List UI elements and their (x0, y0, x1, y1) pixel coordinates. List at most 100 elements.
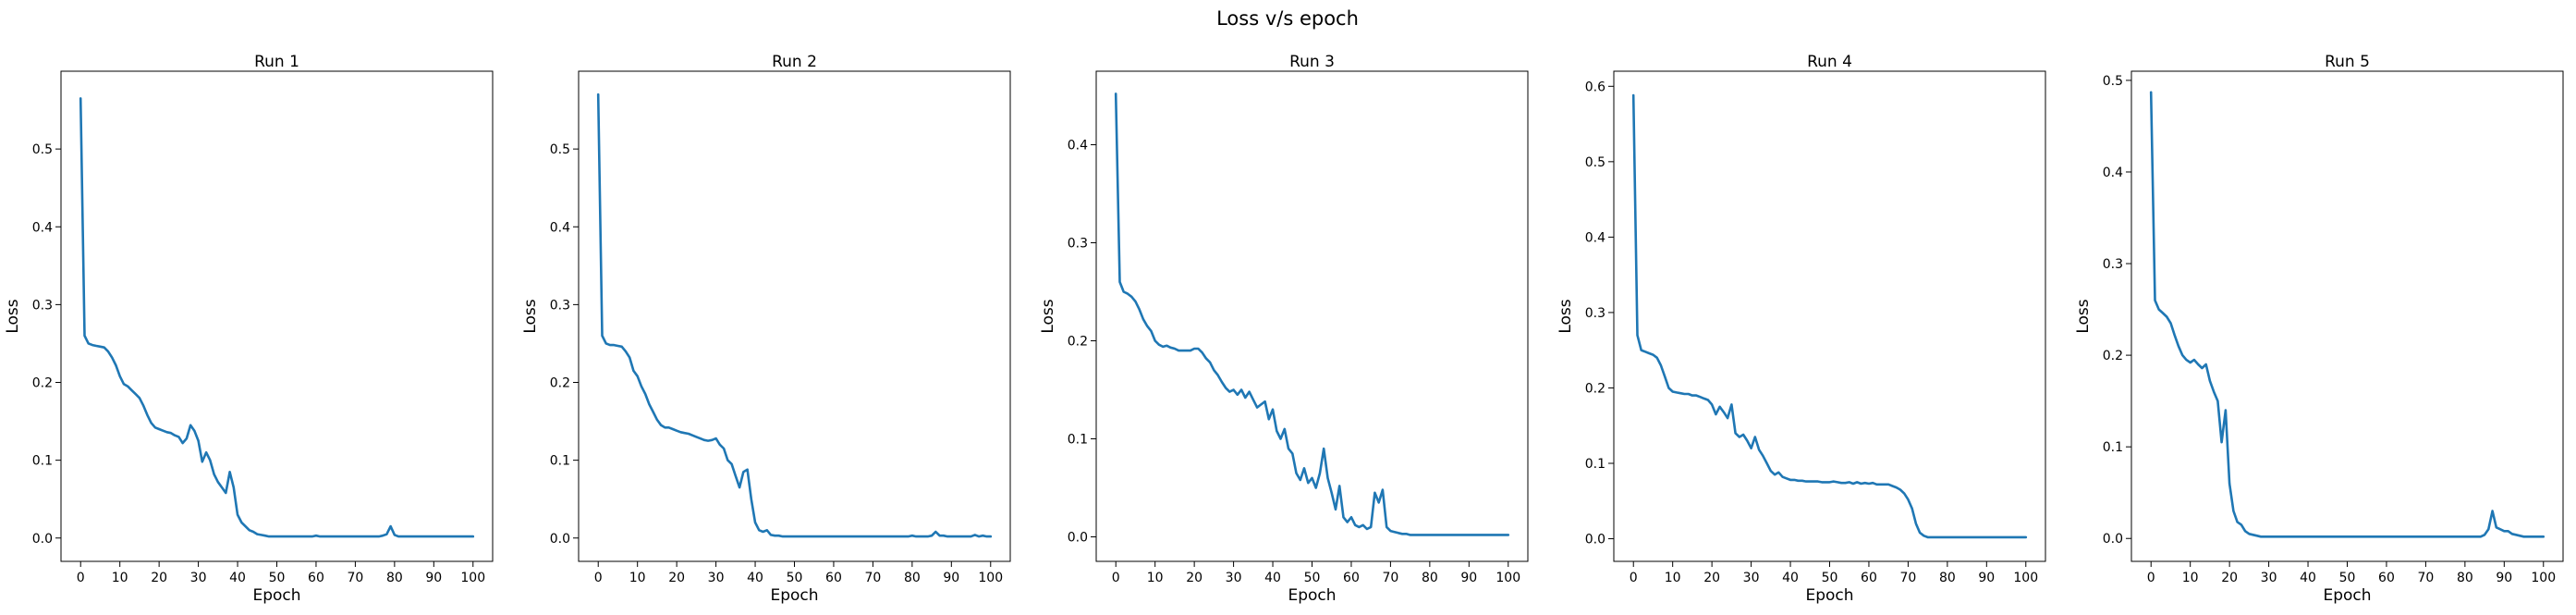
x-tick-label: 90 (943, 571, 959, 585)
x-tick-label: 20 (1186, 571, 1203, 585)
y-tick-label: 0.6 (1585, 80, 1605, 94)
plot-frame (60, 70, 494, 562)
y-tick-label: 0.4 (550, 220, 570, 235)
x-tick-label: 20 (1703, 571, 1720, 585)
loss-series-line (1114, 92, 1510, 536)
chart-panels: Run 10 10 20 30 40 50 60 70 80 90 1000.00.10.20.30… (4, 53, 2564, 605)
x-tick-label: 100 (2531, 571, 2556, 585)
x-tick-label: 40 (2300, 571, 2316, 585)
x-tick-label: 90 (2496, 571, 2512, 585)
x-tick-label: 0 (77, 571, 85, 585)
loss-series-line (2149, 91, 2545, 538)
chart-run-1: Run 1 0 10 20 30 40 50 60 70 80 90 100 0.0 0.1 0.2 0.3 0… (4, 53, 494, 605)
y-tick-label: 0.0 (1585, 533, 1605, 547)
x-tick-label: 60 (825, 571, 842, 585)
x-axis-label: Epoch (252, 586, 300, 605)
x-tick-label: 70 (347, 571, 363, 585)
y-tick-label: 0.0 (32, 532, 53, 547)
plot-frame (2130, 70, 2564, 562)
x-tick-label: 50 (787, 571, 803, 585)
x-tick-label: 100 (2013, 571, 2038, 585)
plot-frame (578, 70, 1011, 562)
chart-title: Run 3 (1289, 53, 1335, 71)
y-tick-label: 0.2 (2103, 349, 2123, 363)
y-tick-label: 0.4 (32, 220, 53, 235)
x-tick-label: 60 (308, 571, 324, 585)
x-tick-label: 10 (112, 571, 128, 585)
x-tick-label: 80 (904, 571, 921, 585)
x-tick-label: 30 (1743, 571, 1760, 585)
y-tick-label: 0.2 (32, 376, 53, 391)
x-tick-label: 100 (460, 571, 485, 585)
y-tick-label: 0.3 (32, 298, 53, 313)
y-tick-label: 0.4 (1068, 139, 1088, 154)
y-tick-label: 0.5 (2103, 74, 2123, 89)
x-tick-label: 10 (2182, 571, 2199, 585)
chart-run-4: Run 4 0 10 20 30 40 50 60 70 80 90 100 0.0 0.1 0.2 0.3 0… (1557, 53, 2046, 605)
loss-series-line (596, 92, 993, 538)
figure-title: Loss v/s epoch (1216, 7, 1359, 30)
chart-title: Run 4 (1807, 53, 1852, 71)
loss-series-line (79, 97, 475, 538)
x-tick-label: 90 (425, 571, 442, 585)
plot-frame (1095, 70, 1529, 562)
x-axis-label: Epoch (2323, 586, 2371, 605)
x-tick-label: 70 (864, 571, 881, 585)
y-tick-label: 0.5 (1585, 155, 1605, 170)
y-tick-label: 0.1 (1068, 433, 1088, 448)
y-tick-label: 0.4 (1585, 230, 1605, 245)
x-tick-label: 80 (1939, 571, 1956, 585)
x-tick-label: 70 (1382, 571, 1398, 585)
x-tick-label: 60 (1343, 571, 1360, 585)
x-axis-label: Epoch (770, 586, 818, 605)
x-tick-label: 10 (1665, 571, 1681, 585)
x-tick-label: 10 (1147, 571, 1164, 585)
x-tick-label: 0 (1630, 571, 1638, 585)
x-tick-label: 0 (2147, 571, 2155, 585)
y-axis-label: Loss (521, 299, 540, 333)
y-tick-label: 0.3 (550, 298, 570, 313)
x-tick-label: 10 (629, 571, 646, 585)
y-tick-label: 0.3 (1585, 306, 1605, 321)
chart-run-5: Run 5 0 10 20 30 40 50 60 70 80 90 100 0.0 0.1 0.2 0.3 0… (2074, 53, 2564, 605)
y-tick-label: 0.4 (2103, 166, 2123, 180)
y-tick-label: 0.0 (2103, 532, 2123, 547)
chart-title: Run 2 (772, 53, 817, 71)
x-tick-label: 70 (1899, 571, 1916, 585)
y-axis-label: Loss (4, 299, 22, 333)
x-tick-label: 40 (747, 571, 763, 585)
y-tick-label: 0.2 (550, 376, 570, 391)
x-tick-label: 80 (2457, 571, 2473, 585)
x-tick-label: 20 (151, 571, 167, 585)
y-tick-label: 0.2 (1068, 335, 1088, 350)
x-tick-label: 90 (1978, 571, 1995, 585)
x-tick-label: 90 (1460, 571, 1477, 585)
x-tick-label: 60 (2378, 571, 2395, 585)
x-tick-label: 60 (1861, 571, 1877, 585)
x-axis-label: Epoch (1288, 586, 1336, 605)
x-tick-label: 70 (2417, 571, 2434, 585)
y-axis-label: Loss (1039, 299, 1057, 333)
y-tick-label: 0.3 (2103, 257, 2123, 272)
x-tick-label: 30 (190, 571, 207, 585)
y-tick-label: 0.1 (2103, 440, 2123, 455)
x-tick-label: 100 (1496, 571, 1520, 585)
x-tick-label: 80 (386, 571, 403, 585)
x-tick-label: 0 (594, 571, 603, 585)
x-axis-label: Epoch (1805, 586, 1853, 605)
y-tick-label: 0.3 (1068, 237, 1088, 252)
x-tick-label: 0 (1112, 571, 1120, 585)
x-tick-label: 80 (1422, 571, 1438, 585)
x-tick-label: 20 (2221, 571, 2238, 585)
chart-run-2: Run 2 0 10 20 30 40 50 60 70 80 90 100 0.0 0.1 0.2 0.3 0… (521, 53, 1011, 605)
y-tick-label: 0.5 (32, 142, 53, 157)
chart-title: Run 5 (2325, 53, 2370, 71)
y-tick-label: 0.1 (550, 454, 570, 469)
x-tick-label: 50 (269, 571, 286, 585)
y-tick-label: 0.1 (32, 454, 53, 469)
x-tick-label: 30 (1226, 571, 1242, 585)
x-tick-label: 40 (229, 571, 246, 585)
y-tick-label: 0.0 (550, 532, 570, 547)
x-tick-label: 30 (2261, 571, 2277, 585)
